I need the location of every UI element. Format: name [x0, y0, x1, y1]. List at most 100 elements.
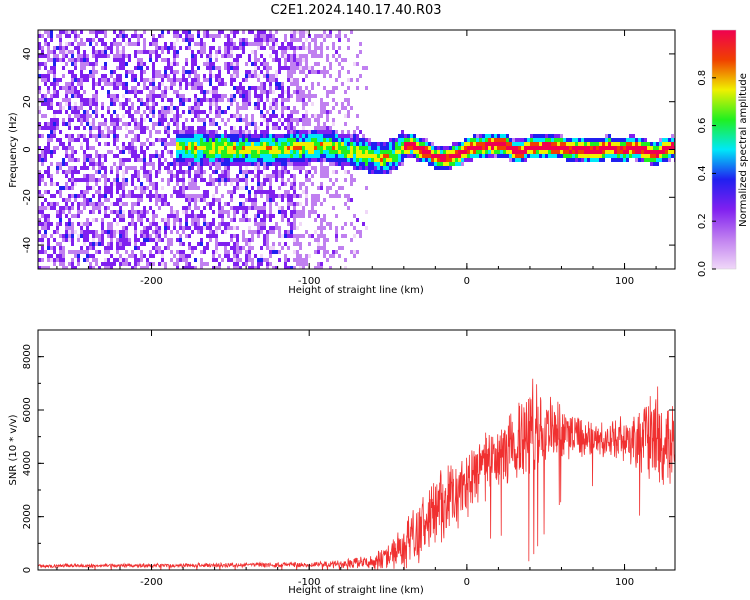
- spectrogram-cell: [191, 86, 194, 90]
- spectrogram-cell: [665, 138, 668, 142]
- spectrogram-cell: [233, 254, 236, 258]
- spectrogram-cell: [317, 198, 320, 202]
- spectrogram-cell: [110, 118, 113, 122]
- spectrogram-cell: [218, 66, 221, 70]
- spectrogram-cell: [56, 82, 59, 86]
- spectrogram-cell: [116, 50, 119, 54]
- spectrogram-cell: [173, 210, 176, 214]
- spectrogram-cell: [191, 178, 194, 182]
- spectrogram-cell: [197, 170, 200, 174]
- spectrogram-cell: [329, 66, 332, 70]
- spectrogram-cell: [350, 134, 353, 138]
- spectrogram-cell: [296, 242, 299, 246]
- spectrogram-cell: [290, 154, 293, 158]
- spectrogram-cell: [299, 246, 302, 250]
- spectrogram-cell: [320, 134, 323, 138]
- spectrogram-cell: [365, 166, 368, 170]
- spectrogram-cell: [320, 50, 323, 54]
- spectrogram-cell: [200, 46, 203, 50]
- spectrogram-cell: [38, 62, 41, 66]
- spectrogram-cell: [344, 90, 347, 94]
- spectrogram-cell: [326, 58, 329, 62]
- spectrogram-cell: [62, 170, 65, 174]
- spectrogram-cell: [101, 66, 104, 70]
- spectrogram-cell: [320, 158, 323, 162]
- spectrogram-cell: [59, 218, 62, 222]
- spectrogram-cell: [203, 218, 206, 222]
- spectrogram-cell: [293, 178, 296, 182]
- spectrogram-cell: [314, 94, 317, 98]
- spectrogram-cell: [125, 238, 128, 242]
- spectrogram-cell: [164, 130, 167, 134]
- spectrogram-cell: [284, 266, 287, 269]
- spectrogram-cell: [134, 170, 137, 174]
- spectrogram-cell: [86, 110, 89, 114]
- spectrogram-cell: [140, 74, 143, 78]
- spectrogram-cell: [134, 78, 137, 82]
- spectrogram-cell: [269, 218, 272, 222]
- spectrogram-cell: [185, 46, 188, 50]
- spectrogram-cell: [152, 86, 155, 90]
- spectrogram-cell: [323, 138, 326, 142]
- spectrogram-cell: [215, 142, 218, 146]
- spectrogram-cell: [197, 206, 200, 210]
- spectrogram-cell: [215, 186, 218, 190]
- spectrogram-cell: [260, 86, 263, 90]
- spectrogram-cell: [83, 78, 86, 82]
- spectrogram-cell: [191, 38, 194, 42]
- spectrogram-cell: [98, 142, 101, 146]
- spectrogram-cell: [503, 142, 506, 146]
- spectrogram-cell: [188, 150, 191, 154]
- spectrogram-cell: [293, 134, 296, 138]
- spectrogram-cell: [326, 34, 329, 38]
- spectrogram-cell: [164, 118, 167, 122]
- spectrogram-cell: [245, 78, 248, 82]
- spectrogram-cell: [233, 250, 236, 254]
- spectrogram-cell: [281, 134, 284, 138]
- spectrogram-cell: [530, 134, 533, 138]
- spectrogram-cell: [344, 162, 347, 166]
- spectrogram-cell: [254, 42, 257, 46]
- spectrogram-cell: [365, 186, 368, 190]
- spectrogram-cell: [194, 58, 197, 62]
- spectrogram-cell: [152, 110, 155, 114]
- spectrogram-cell: [353, 226, 356, 230]
- spectrogram-cell: [536, 154, 539, 158]
- spectrogram-cell: [194, 134, 197, 138]
- spectrogram-cell: [284, 234, 287, 238]
- spectrogram-cell: [167, 98, 170, 102]
- spectrogram-cell: [272, 106, 275, 110]
- spectrogram-cell: [413, 134, 416, 138]
- spectrogram-cell: [38, 238, 41, 242]
- spectrogram-cell: [56, 118, 59, 122]
- spectrogram-cell: [302, 34, 305, 38]
- spectrogram-cell: [221, 194, 224, 198]
- spectrogram-cell: [164, 46, 167, 50]
- spectrogram-cell: [335, 190, 338, 194]
- spectrogram-cell: [212, 198, 215, 202]
- spectrogram-cell: [299, 90, 302, 94]
- spectrogram-cell: [53, 194, 56, 198]
- spectrogram-cell: [179, 134, 182, 138]
- spectrogram-cell: [89, 246, 92, 250]
- spectrogram-cell: [224, 162, 227, 166]
- spectrogram-cell: [299, 266, 302, 269]
- spectrogram-cell: [185, 126, 188, 130]
- spectrogram-cell: [626, 146, 629, 150]
- spectrogram-cell: [293, 238, 296, 242]
- spectrogram-cell: [233, 114, 236, 118]
- spectrogram-cell: [71, 266, 74, 269]
- spectrogram-cell: [50, 58, 53, 62]
- spectrogram-cell: [77, 50, 80, 54]
- spectrogram-cell: [263, 66, 266, 70]
- spectrogram-cell: [212, 90, 215, 94]
- spectrogram-cell: [248, 86, 251, 90]
- spectrogram-cell: [158, 238, 161, 242]
- spectrogram-cell: [182, 206, 185, 210]
- spectrogram-cell: [110, 130, 113, 134]
- spectrogram-cell: [305, 186, 308, 190]
- spectrogram-cell: [296, 254, 299, 258]
- spectrogram-cell: [185, 162, 188, 166]
- spectrogram-cell: [125, 70, 128, 74]
- spectrogram-cell: [89, 222, 92, 226]
